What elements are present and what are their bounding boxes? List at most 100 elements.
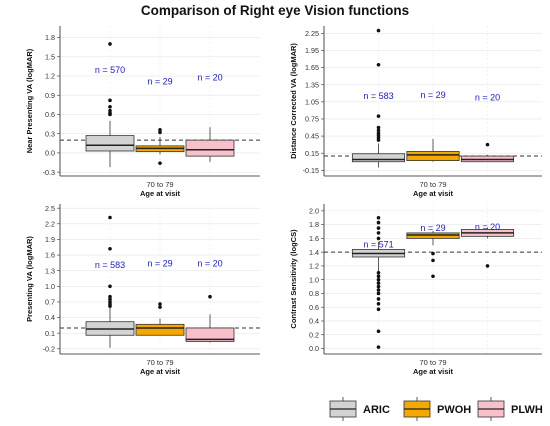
outlier-point: [158, 130, 162, 135]
box-aric: n = 570: [85, 42, 135, 168]
y-tick-label: 0.1: [45, 329, 55, 338]
legend-label: ARIC: [363, 404, 390, 416]
outlier-point: [376, 291, 381, 296]
outlier-point: [431, 258, 435, 263]
y-tick-label: 0.7: [45, 298, 55, 307]
y-tick-label: 0.6: [309, 303, 319, 312]
x-tick-label: 70 to 79: [419, 358, 446, 367]
x-axis-label: Age at visit: [140, 367, 181, 376]
box-aric: n = 583: [351, 28, 406, 168]
legend-item-pwoh: PWOH: [403, 397, 471, 421]
outlier-point: [158, 161, 162, 165]
outlier-point: [376, 284, 381, 289]
n-label: n = 29: [147, 259, 172, 269]
y-tick-label: 0.2: [309, 330, 319, 339]
box-plwh: n = 20: [460, 222, 515, 268]
box-pwoh: n = 29: [135, 259, 185, 336]
outlier-point: [376, 114, 381, 118]
chart-panel-4: 0.0 0.2 0.4 0.6 0.8 1.0 1.2 1.4 1.6 1.8 2.0 n = 571…: [289, 204, 542, 376]
box-body: [135, 323, 185, 336]
y-tick-label: 0.0: [309, 344, 319, 353]
y-axis-label: Near Presenting VA (logMAR): [25, 48, 34, 153]
y-tick-label: -0.2: [43, 344, 55, 353]
y-tick-label: 1.0: [309, 275, 319, 284]
outlier-point: [376, 297, 381, 301]
n-label: n = 583: [95, 260, 125, 270]
outlier-point: [376, 329, 381, 334]
outlier-point: [376, 128, 381, 133]
outlier-point: [431, 274, 435, 279]
y-axis-label: Distance Corrected VA (logMAR): [289, 43, 298, 159]
outlier-point: [376, 226, 381, 230]
box-plwh: n = 20: [185, 72, 235, 162]
legend-item-plwh: PLWH: [477, 397, 543, 421]
n-label: n = 29: [420, 223, 445, 233]
outlier-point: [376, 288, 381, 292]
outlier-point: [108, 104, 112, 109]
box-pwoh: n = 29: [135, 76, 185, 165]
n-label: n = 20: [475, 222, 500, 232]
y-tick-label: 0.6: [45, 110, 55, 119]
outlier-point: [376, 281, 381, 285]
outlier-point: [158, 128, 162, 132]
y-tick-label: 1.05: [305, 97, 319, 106]
outlier-point: [108, 215, 112, 220]
outlier-point: [485, 142, 490, 147]
chart-panel-2: -0.15 0.15 0.45 0.75 1.05 1.35 1.65 1.95 2.25 n =…: [289, 26, 542, 198]
y-tick-label: 1.6: [309, 234, 319, 243]
box-pwoh: n = 29: [406, 90, 460, 162]
y-tick-label: 1.0: [45, 282, 55, 291]
legend-item-aric: ARIC: [329, 397, 390, 421]
y-tick-label: 0.3: [45, 129, 55, 138]
x-tick-label: 70 to 79: [419, 180, 446, 189]
n-label: n = 583: [363, 91, 393, 101]
y-tick-label: 1.5: [45, 52, 55, 61]
y-tick-label: 0.15: [305, 149, 319, 158]
n-label: n = 20: [197, 259, 222, 269]
y-tick-label: -0.15: [303, 166, 319, 175]
y-tick-label: 0.75: [305, 115, 319, 124]
y-tick-label: 1.6: [45, 251, 55, 260]
box-body: [185, 139, 235, 157]
y-tick-label: 1.9: [45, 235, 55, 244]
box-plwh: n = 20: [185, 259, 235, 343]
outlier-point: [158, 302, 162, 306]
box-body: [351, 153, 406, 163]
outlier-point: [108, 297, 112, 302]
outlier-point: [376, 131, 381, 136]
y-tick-label: 0.4: [45, 313, 55, 322]
outlier-point: [108, 246, 112, 251]
outlier-point: [376, 231, 381, 235]
legend-label: PLWH: [511, 404, 543, 416]
n-label: n = 570: [95, 65, 125, 75]
outlier-point: [376, 62, 381, 67]
chart-panels: -0.3 0.0 0.3 0.6 0.9 1.2 1.5 1.8 n = 570 n = 29 n …: [25, 26, 542, 376]
x-tick-label: 70 to 79: [146, 358, 173, 367]
y-tick-label: 2.2: [45, 219, 55, 228]
box-aric: n = 583: [85, 215, 135, 348]
y-tick-label: 1.35: [305, 80, 319, 89]
y-tick-label: 2.25: [305, 29, 319, 38]
y-tick-label: 1.8: [45, 33, 55, 42]
outlier-point: [108, 108, 112, 113]
n-label: n = 29: [420, 90, 445, 100]
outlier-point: [431, 251, 435, 256]
outlier-point: [108, 294, 112, 299]
figure-title: Comparison of Right eye Vision functions: [141, 3, 409, 18]
outlier-point: [376, 220, 381, 225]
y-tick-label: 0.0: [45, 149, 55, 158]
y-tick-label: -0.3: [43, 168, 55, 177]
outlier-point: [376, 307, 381, 312]
outlier-point: [108, 111, 112, 115]
n-label: n = 20: [475, 93, 500, 103]
outlier-point: [376, 236, 381, 241]
outlier-point: [376, 301, 381, 306]
y-tick-label: 0.9: [45, 91, 55, 100]
outlier-point: [108, 98, 112, 103]
outlier-point: [485, 264, 490, 268]
outlier-point: [376, 345, 381, 349]
y-tick-label: 1.2: [45, 72, 55, 81]
outlier-point: [158, 305, 162, 309]
x-axis-label: Age at visit: [413, 189, 454, 198]
